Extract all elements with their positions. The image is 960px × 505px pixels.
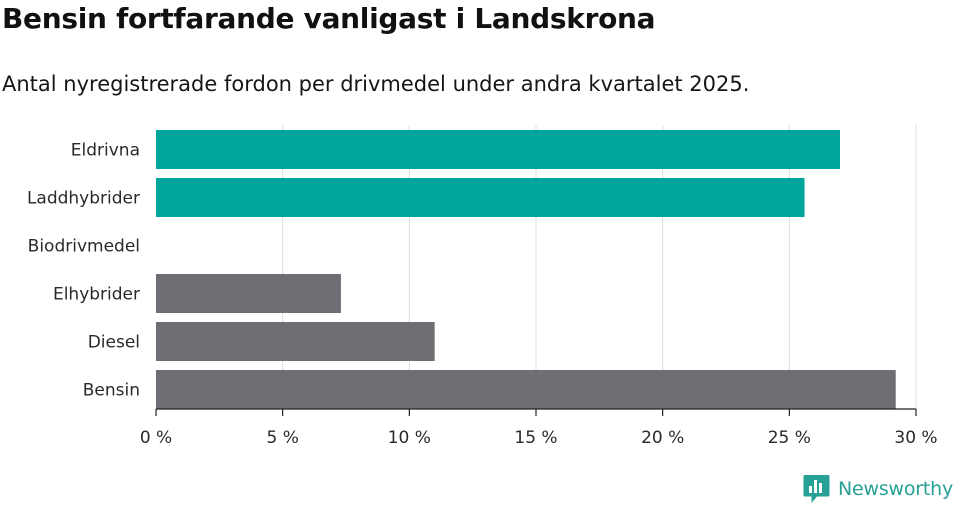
category-label: Laddhybrider [27, 189, 140, 209]
bar [156, 178, 805, 217]
chart-title: Bensin fortfarande vanligast i Landskron… [2, 2, 656, 35]
brand-name: Newsworthy [838, 478, 954, 500]
x-tick-label: 10 % [388, 428, 431, 448]
category-label: Elhybrider [53, 285, 140, 305]
bar [156, 370, 896, 409]
chart-subtitle: Antal nyregistrerade fordon per drivmede… [2, 72, 750, 96]
category-label: Biodrivmedel [28, 237, 140, 257]
category-label: Diesel [88, 333, 140, 353]
brand-logo: Newsworthy [803, 473, 953, 505]
newsworthy-logo-icon [803, 475, 830, 503]
bar [156, 130, 840, 169]
x-tick-label: 30 % [894, 428, 937, 448]
category-label: Bensin [83, 381, 140, 401]
category-label: Eldrivna [71, 141, 140, 161]
x-tick-label: 20 % [641, 428, 684, 448]
bar [156, 322, 435, 361]
x-tick-label: 0 % [140, 428, 172, 448]
x-tick-label: 15 % [514, 428, 557, 448]
x-tick-label: 5 % [266, 428, 298, 448]
x-tick-label: 25 % [768, 428, 811, 448]
bar [156, 274, 341, 313]
